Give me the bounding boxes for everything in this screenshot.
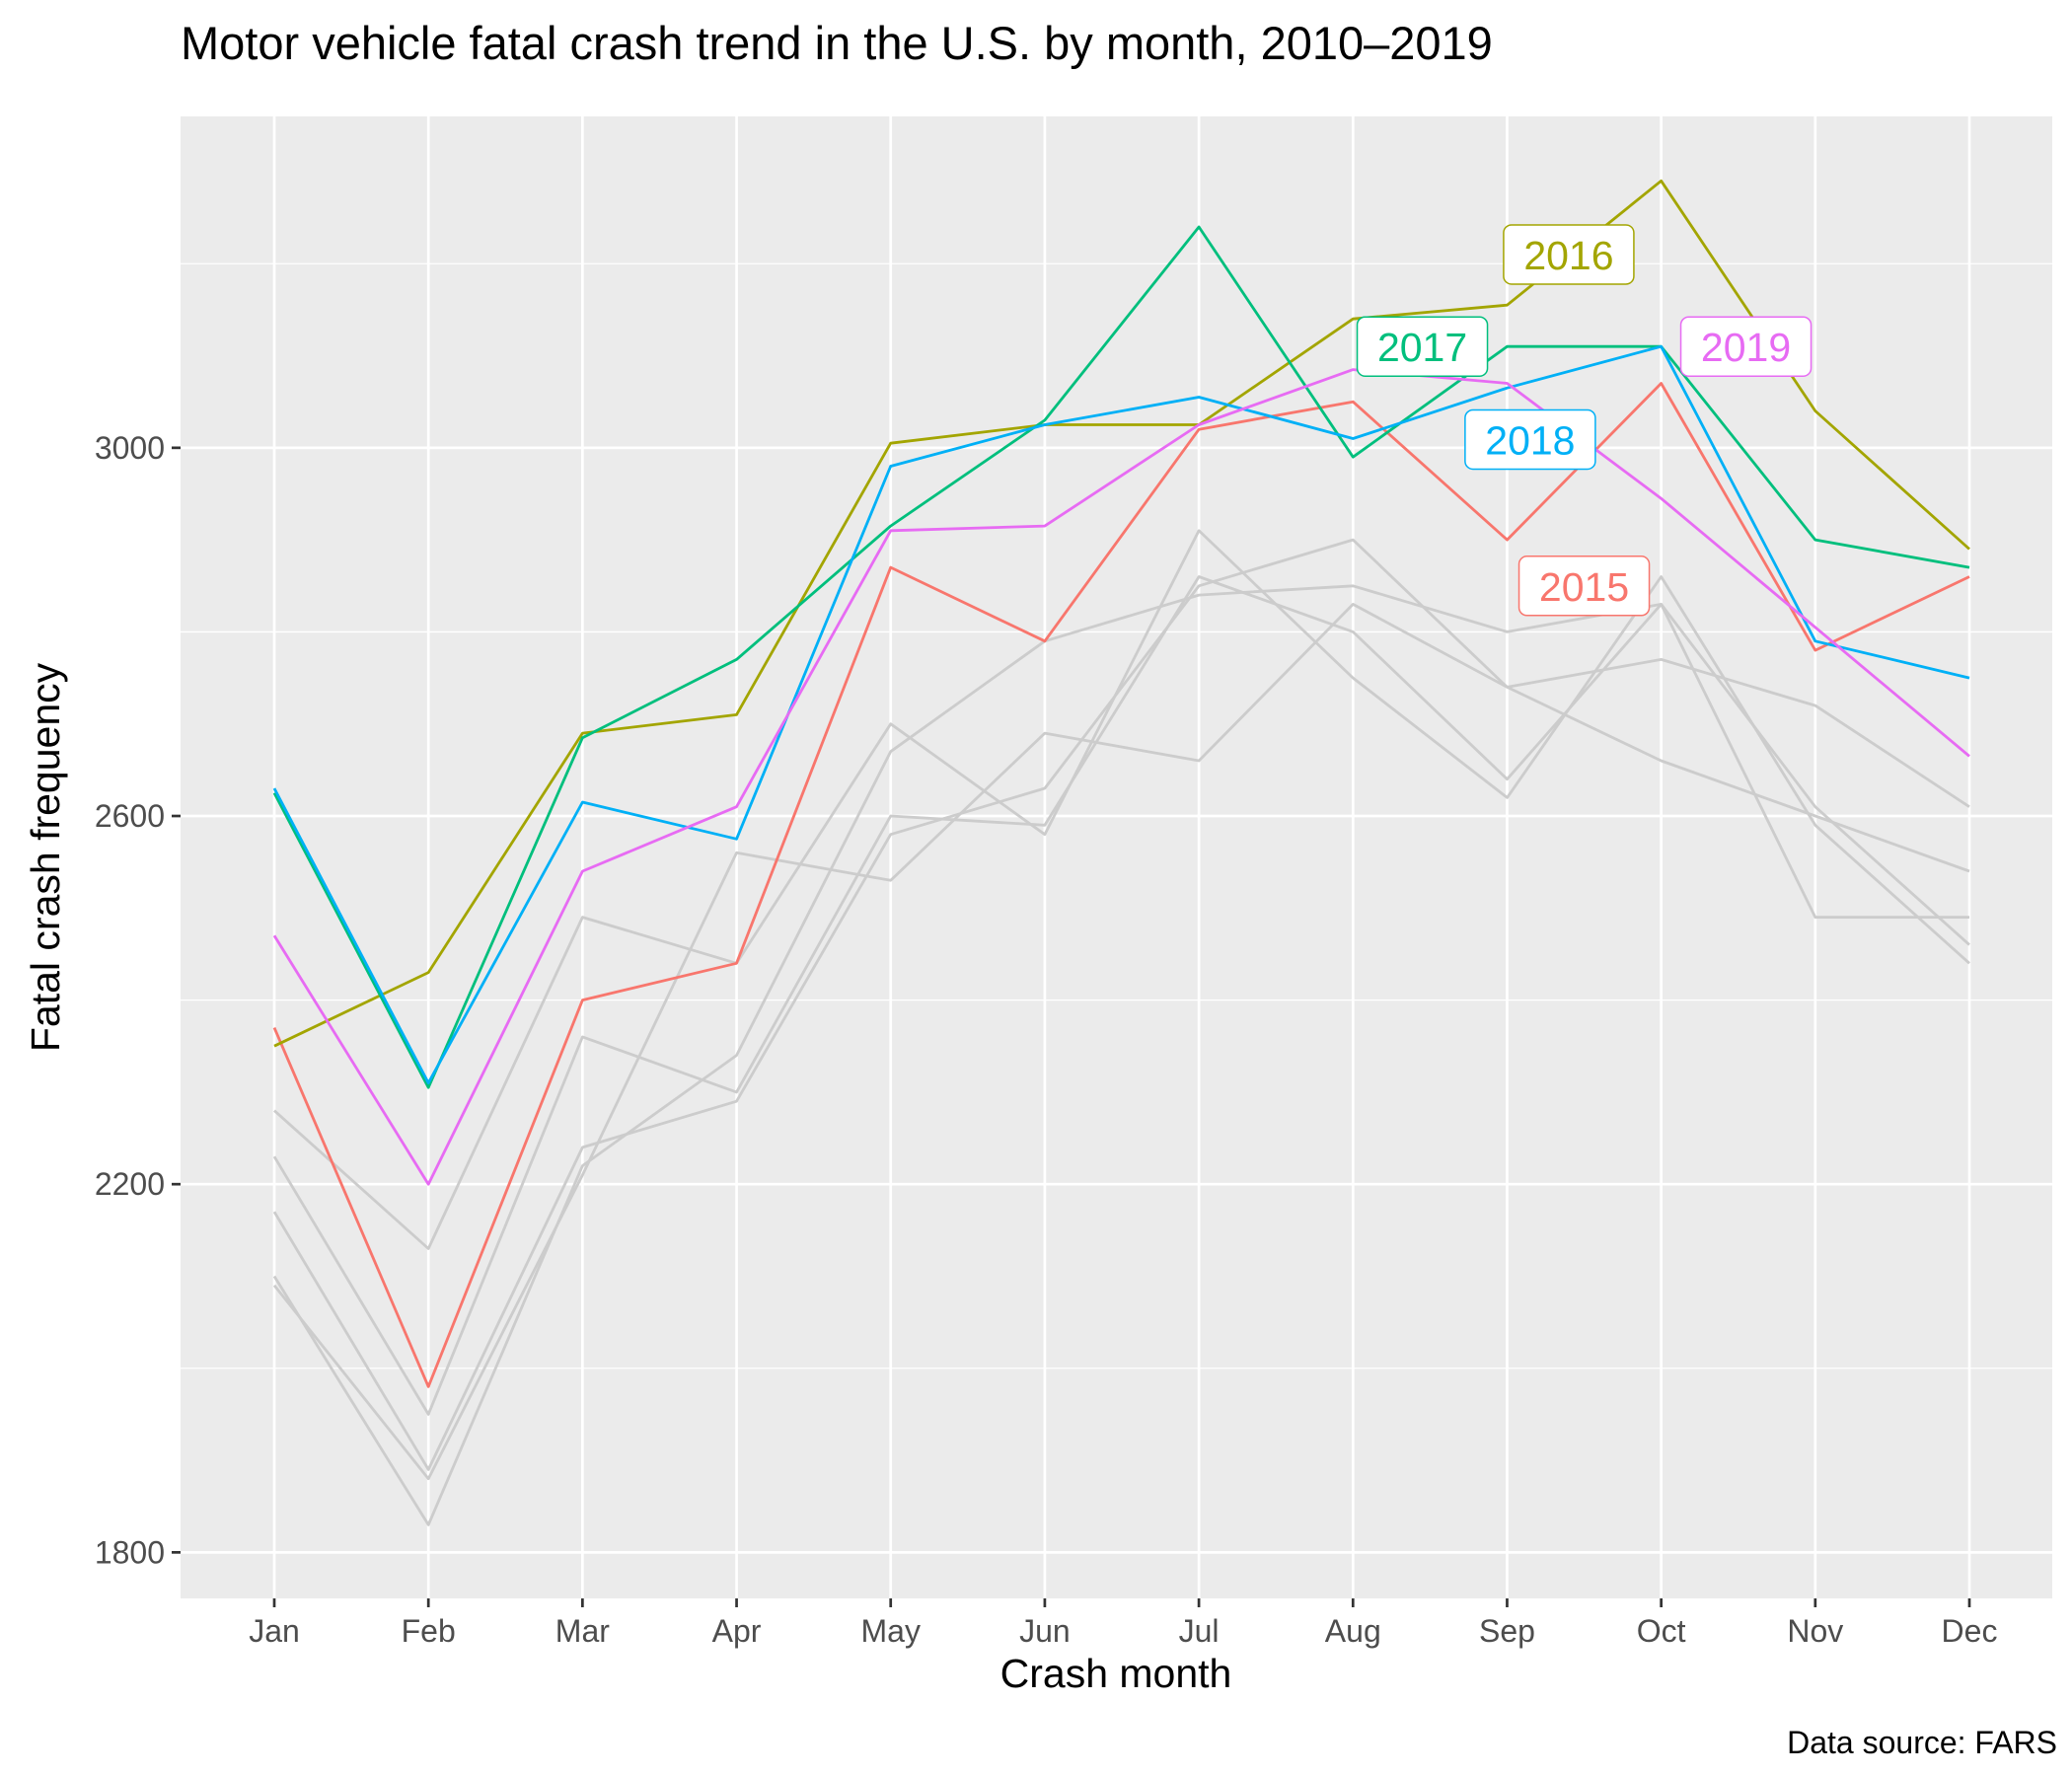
x-tick-label: Aug: [1325, 1613, 1381, 1649]
series-label-text: 2019: [1701, 325, 1791, 370]
chart-title: Motor vehicle fatal crash trend in the U…: [181, 17, 1493, 69]
x-tick-label: Apr: [712, 1613, 762, 1649]
data-source-caption: Data source: FARS: [1787, 1725, 2057, 1760]
series-label-text: 2018: [1485, 417, 1575, 463]
background-series-line: [272, 603, 1970, 1481]
x-tick-label: Nov: [1787, 1613, 1843, 1649]
series-label-text: 2017: [1377, 325, 1467, 370]
series-labels: 2016 2017 2019 2018 2015: [1356, 224, 1813, 617]
x-tick-label: Jan: [249, 1613, 300, 1649]
series-label-2019: 2019: [1679, 316, 1813, 377]
x-tick-label: Jun: [1019, 1613, 1071, 1649]
series-label-text: 2016: [1523, 233, 1613, 278]
x-tick-label: Mar: [555, 1613, 610, 1649]
background-series-line: [272, 538, 1970, 1471]
series-line-2016: [273, 179, 1970, 1048]
y-axis-ticks: 1800 2200 2600 3000: [95, 430, 181, 1570]
x-tick-label: Oct: [1637, 1613, 1686, 1649]
series-label-text: 2015: [1539, 564, 1629, 610]
series-label-2015: 2015: [1517, 555, 1651, 617]
series-label-2016: 2016: [1503, 224, 1635, 285]
series-label-box: [1679, 316, 1813, 377]
y-tick-label: 1800: [95, 1534, 165, 1570]
x-tick-label: Feb: [402, 1613, 456, 1649]
series-line-2017: [272, 225, 1970, 1089]
x-tick-label: Jul: [1179, 1613, 1220, 1649]
y-tick-label: 2600: [95, 798, 165, 834]
series-line-2015: [272, 382, 1970, 1388]
x-tick-label: Sep: [1479, 1613, 1535, 1649]
series-label-2018: 2018: [1464, 408, 1596, 471]
y-tick-label: 3000: [95, 430, 165, 466]
background-series-line: [273, 529, 1970, 1250]
series-label-2017: 2017: [1356, 316, 1489, 377]
x-tick-label: May: [861, 1613, 921, 1649]
series-label-box: [1517, 555, 1651, 617]
y-tick-label: 2200: [95, 1166, 165, 1202]
x-axis-ticks: Jan Feb Mar Apr May Jun Jul Aug Sep Oct Nov Dec: [249, 1598, 1997, 1649]
y-axis-title: Fatal crash frequency: [23, 662, 68, 1052]
minor-gridlines: [181, 262, 2052, 1369]
series-label-box: [1464, 408, 1596, 471]
background-series-lines: [272, 529, 1970, 1526]
x-tick-label: Dec: [1942, 1613, 1998, 1649]
background-series-line: [272, 575, 1970, 1416]
major-gridlines: [181, 116, 2052, 1598]
series-label-box: [1503, 224, 1635, 285]
series-line-2019: [272, 368, 1970, 1186]
highlight-series-lines: [272, 179, 1970, 1388]
series-label-box: [1356, 316, 1489, 377]
series-line-2018: [272, 344, 1970, 1084]
x-axis-title: Crash month: [1000, 1651, 1232, 1696]
